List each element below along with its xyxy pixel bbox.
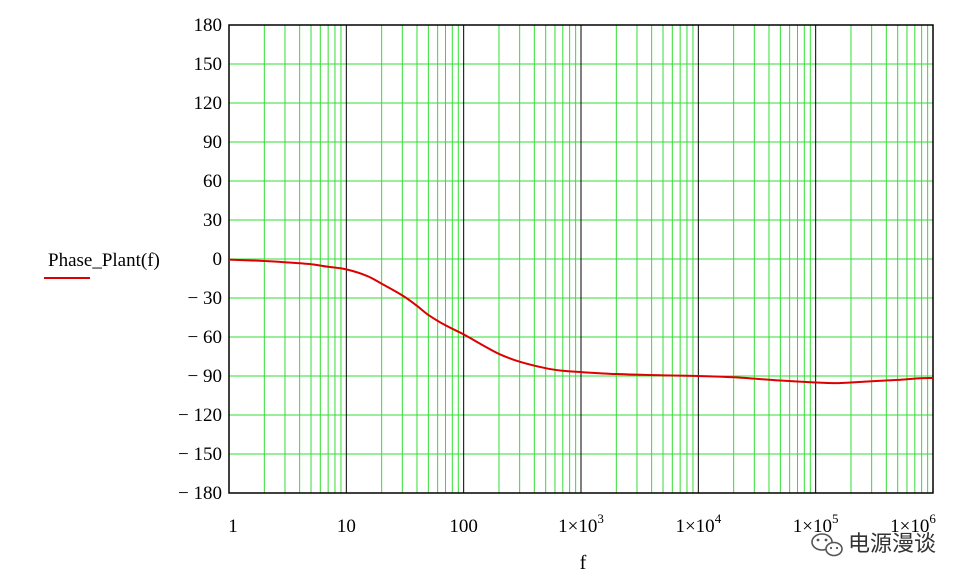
x-tick-label: 10	[337, 516, 356, 537]
y-tick-label: 120	[194, 93, 223, 114]
legend-label: Phase_Plant(f)	[48, 250, 160, 271]
y-tick-label: − 150	[178, 444, 222, 465]
major-gridlines	[345, 25, 817, 493]
y-tick-label: 180	[194, 15, 223, 36]
plot-frame	[228, 24, 934, 494]
x-tick-label: 1×105	[793, 511, 839, 537]
y-tick-label: − 120	[178, 405, 222, 426]
x-tick-label: 100	[449, 516, 478, 537]
x-axis-label: f	[580, 552, 587, 574]
x-tick-label: 1	[228, 516, 238, 537]
y-tick-labels: 180 150 120 90 60 30 0 − 30 − 60 − 90 − 120 − 150 − …	[178, 15, 222, 504]
y-tick-label: 150	[194, 54, 223, 75]
series-line-phase-plant	[228, 258, 934, 385]
watermark-text: 电源漫谈	[848, 532, 936, 557]
wechat-icon	[811, 533, 843, 557]
legend: Phase_Plant(f)	[44, 250, 160, 279]
y-tick-label: 30	[203, 210, 222, 231]
x-tick-labels: 1 10 100 1×103 1×104 1×105 1×106	[228, 511, 936, 537]
y-tick-label: − 60	[188, 327, 222, 348]
x-tick-label: 1×104	[675, 511, 721, 537]
x-tick-label: 1×103	[558, 511, 604, 537]
y-tick-label: − 30	[188, 288, 222, 309]
y-tick-label: 0	[213, 249, 223, 270]
x-tick-label: 1×106	[890, 511, 936, 537]
watermark: 电源漫谈	[811, 532, 936, 557]
y-tick-label: − 90	[188, 366, 222, 387]
y-tick-label: 90	[203, 132, 222, 153]
y-tick-label: 60	[203, 171, 222, 192]
y-tick-label: − 180	[178, 483, 222, 504]
